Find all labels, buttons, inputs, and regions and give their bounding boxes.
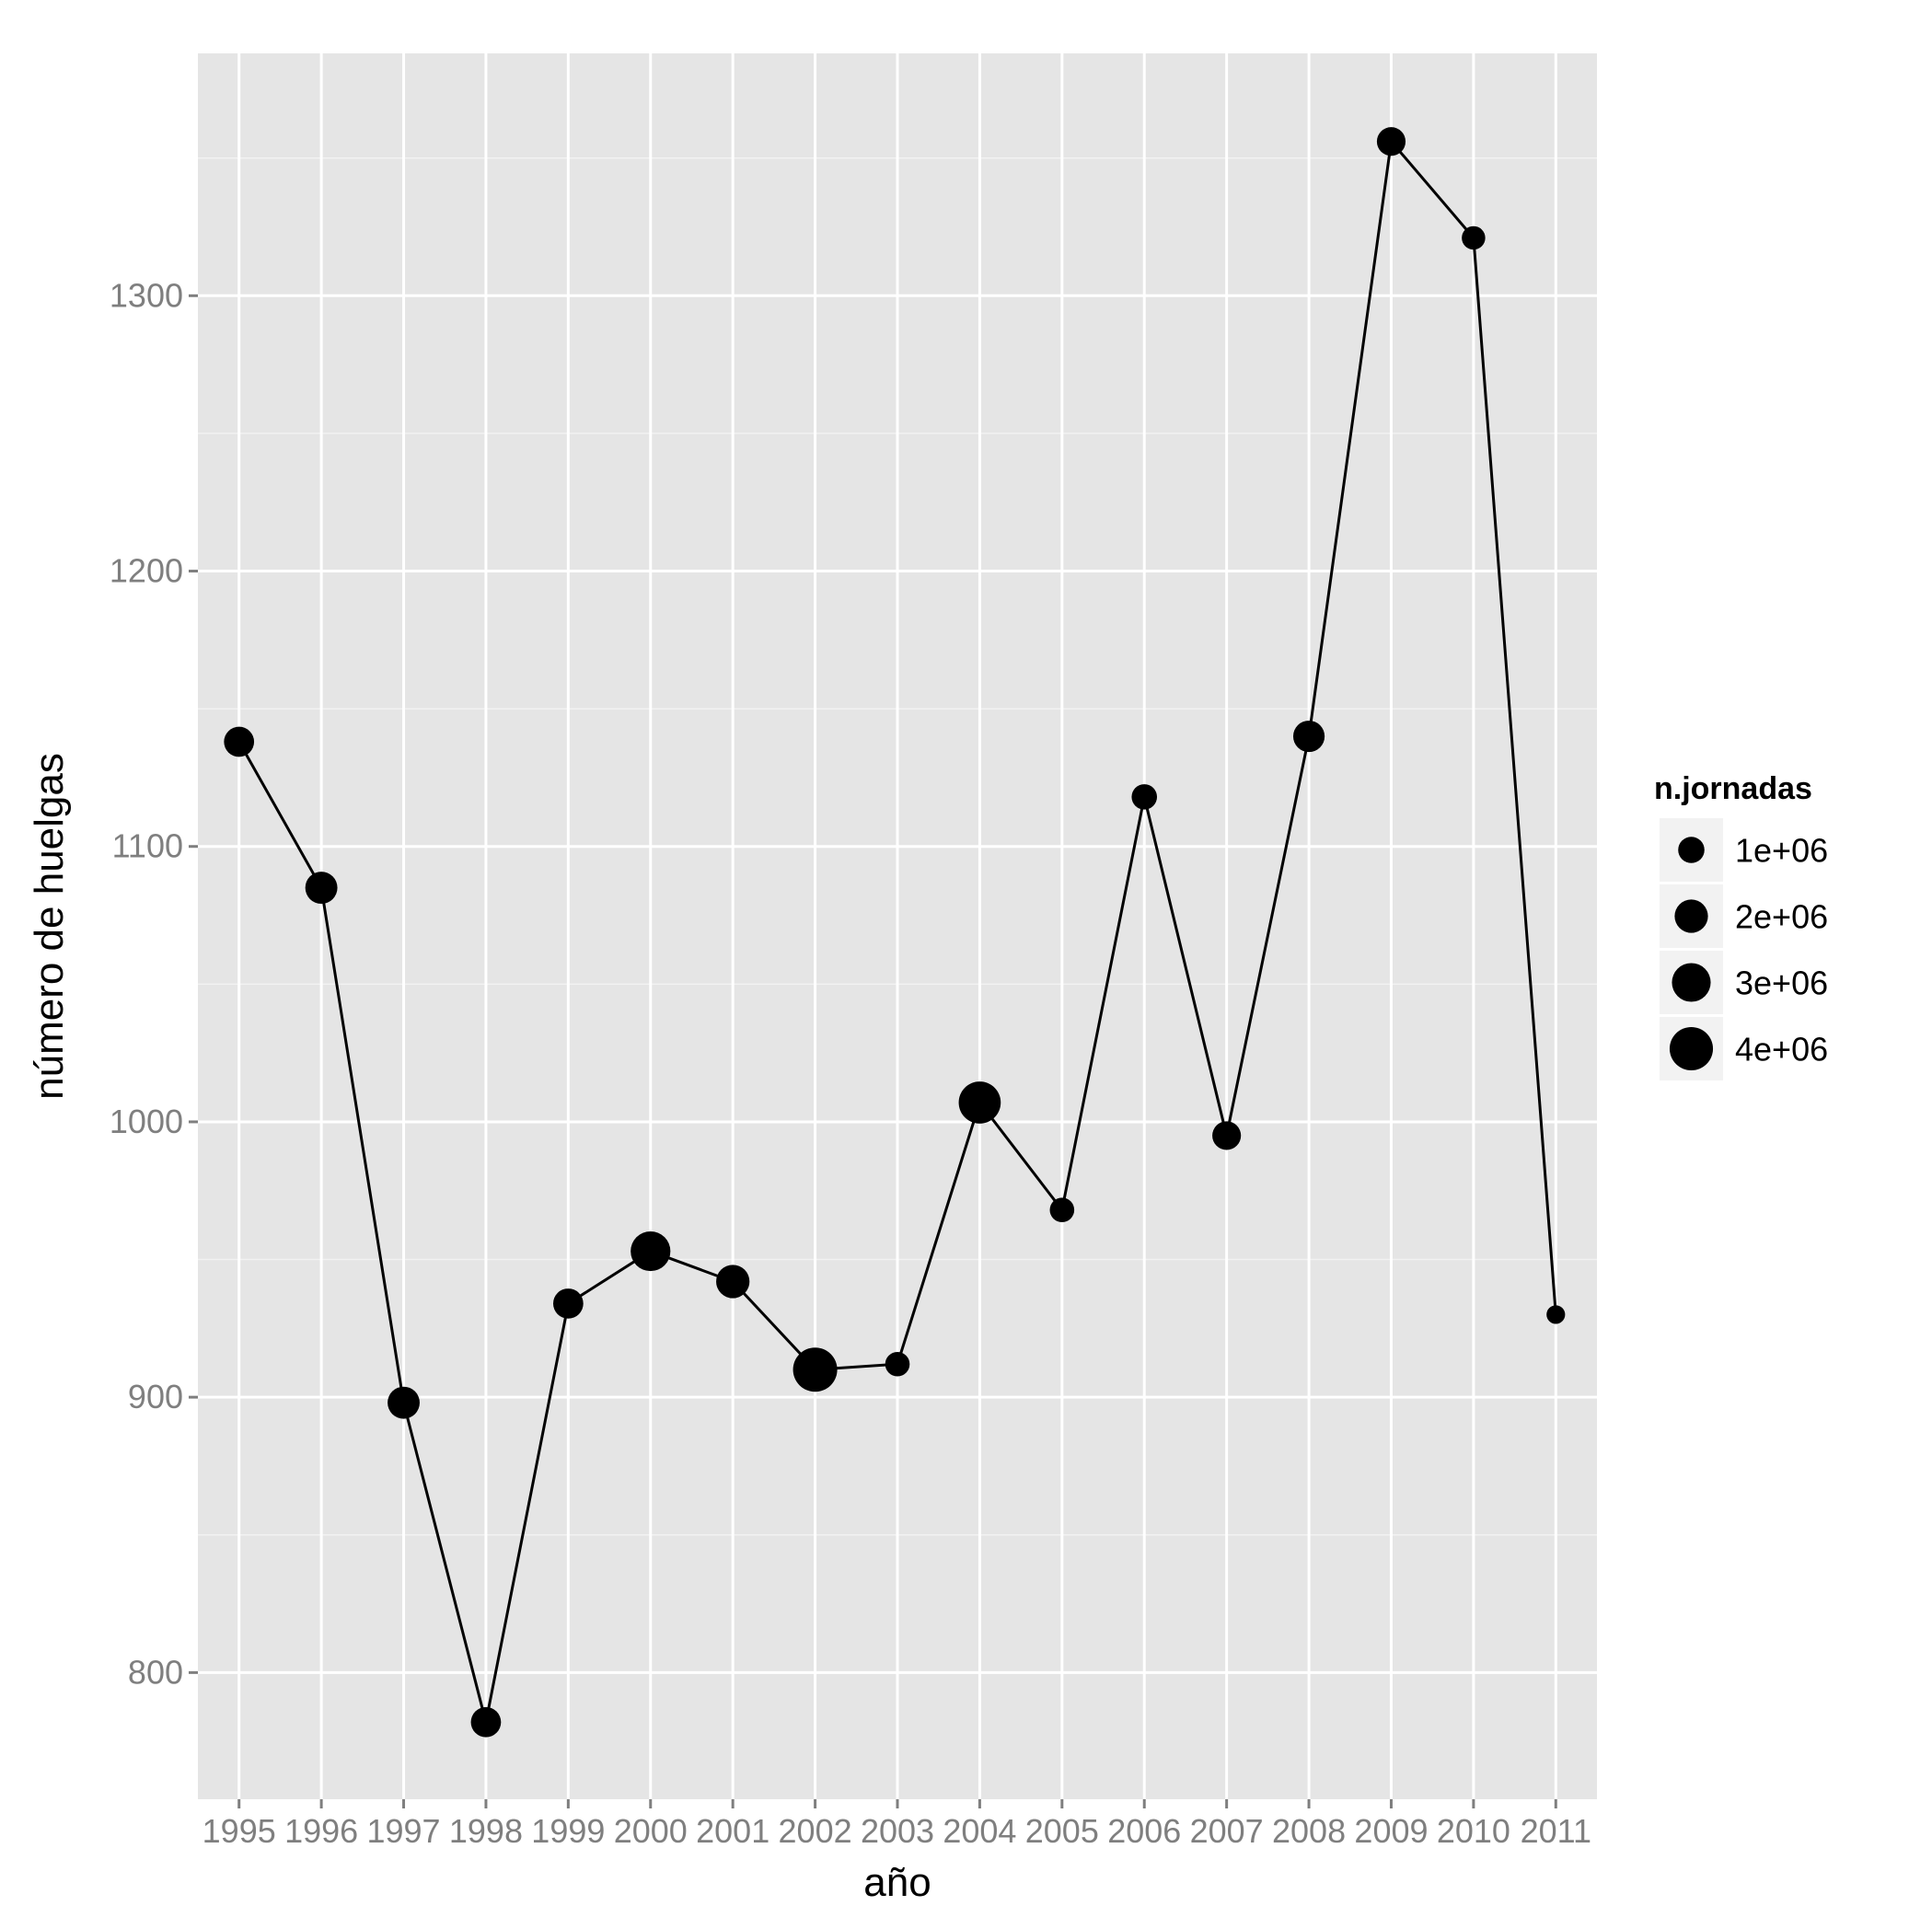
x-tick-label: 2008 xyxy=(1272,1812,1346,1850)
data-point-2002 xyxy=(792,1347,838,1392)
x-tick-label: 2004 xyxy=(943,1812,1016,1850)
legend-label: 3e+06 xyxy=(1735,964,1828,1002)
data-points xyxy=(224,127,1566,1738)
data-point-2007 xyxy=(1212,1121,1242,1150)
x-tick-label: 2005 xyxy=(1025,1812,1099,1850)
data-point-1999 xyxy=(552,1288,584,1319)
data-point-2005 xyxy=(1049,1197,1075,1222)
data-point-1997 xyxy=(388,1386,420,1419)
x-tick-label: 2007 xyxy=(1190,1812,1264,1850)
data-point-2000 xyxy=(631,1230,671,1272)
legend-key-point xyxy=(1678,837,1705,863)
x-tick-label: 1998 xyxy=(449,1812,523,1850)
x-tick-label: 2011 xyxy=(1521,1812,1591,1850)
y-tick-label: 1000 xyxy=(110,1103,183,1140)
x-tick-label: 1999 xyxy=(531,1812,605,1850)
x-axis-title: año xyxy=(863,1860,931,1905)
x-axis-ticks: 1995 1996 1997 1998 1999 2000 2001 2002 2003 2004… xyxy=(202,1799,1591,1850)
data-point-2001 xyxy=(716,1265,750,1299)
legend-key-point xyxy=(1674,899,1708,933)
x-tick-label: 1995 xyxy=(202,1812,276,1850)
data-point-2010 xyxy=(1462,225,1486,250)
legend-key-point xyxy=(1669,1026,1714,1071)
data-point-2009 xyxy=(1376,127,1406,156)
y-axis-ticks: 800 900 1000 1100 1200 1300 xyxy=(110,276,198,1691)
data-point-2003 xyxy=(885,1351,910,1377)
x-tick-label: 2001 xyxy=(696,1812,769,1850)
x-tick-label: 1996 xyxy=(284,1812,358,1850)
data-point-2011 xyxy=(1546,1305,1566,1324)
data-point-2008 xyxy=(1292,720,1325,753)
data-point-1996 xyxy=(305,872,338,905)
legend-title: n.jornadas xyxy=(1654,771,1812,806)
legend-label: 4e+06 xyxy=(1735,1031,1828,1068)
y-axis-title: número de huelgas xyxy=(27,753,72,1100)
legend-key-point xyxy=(1672,963,1711,1002)
x-tick-label: 1997 xyxy=(366,1812,440,1850)
legend-label: 2e+06 xyxy=(1735,898,1828,936)
legend-keys: 1e+06 2e+06 3e+06 4e+06 xyxy=(1660,818,1828,1080)
legend: n.jornadas 1e+06 2e+06 3e+06 4e+06 xyxy=(1654,771,1828,1080)
y-tick-label: 800 xyxy=(128,1653,183,1691)
y-tick-label: 1300 xyxy=(110,276,183,314)
major-gridlines xyxy=(198,53,1597,1799)
x-tick-label: 2002 xyxy=(779,1812,852,1850)
data-point-1998 xyxy=(470,1706,502,1738)
x-tick-label: 2009 xyxy=(1354,1812,1428,1850)
x-tick-label: 2003 xyxy=(861,1812,934,1850)
data-point-1995 xyxy=(224,726,255,757)
x-tick-label: 2000 xyxy=(614,1812,688,1850)
y-tick-label: 1100 xyxy=(112,827,183,865)
data-point-2006 xyxy=(1131,784,1158,810)
y-tick-label: 900 xyxy=(128,1378,183,1415)
legend-label: 1e+06 xyxy=(1735,832,1828,870)
data-point-2004 xyxy=(958,1081,1001,1124)
x-tick-label: 2010 xyxy=(1437,1812,1510,1850)
y-tick-label: 1200 xyxy=(110,552,183,590)
x-tick-label: 2006 xyxy=(1107,1812,1181,1850)
